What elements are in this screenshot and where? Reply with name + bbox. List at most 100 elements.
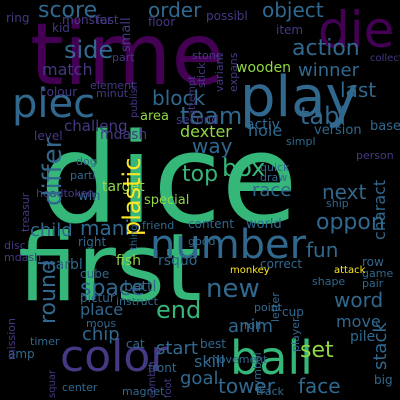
word-world: world <box>246 217 282 232</box>
word-simpl: simpl <box>286 135 316 148</box>
word-part: part <box>112 51 135 64</box>
word-face: face <box>298 374 341 398</box>
word-charact: charact <box>370 179 389 240</box>
word-cat: cat <box>126 337 145 351</box>
word-piece: piec <box>12 81 96 127</box>
word-space: space <box>80 276 145 301</box>
word-foot: foot <box>163 378 174 398</box>
word-center: center <box>62 381 98 394</box>
word-symbol: symbol <box>251 352 264 392</box>
word-attempt: attempt <box>187 75 198 116</box>
word-right: right <box>78 235 107 249</box>
word-letter: letter <box>269 292 282 322</box>
word-activ: activ <box>246 117 280 133</box>
word-headtoken: headtoken <box>36 187 95 200</box>
word-second: second <box>176 113 219 127</box>
word-best: best <box>200 337 226 351</box>
word-end: end <box>156 296 202 324</box>
word-kid: kid <box>52 21 70 35</box>
word-base: base <box>370 119 400 134</box>
word-score: score <box>38 0 98 23</box>
word-collect: collect <box>370 53 400 64</box>
word-differ: differ <box>38 137 68 206</box>
word-box: box <box>222 154 266 182</box>
word-floor: floor <box>148 15 176 29</box>
word-fast: fast <box>96 13 119 27</box>
word-block: block <box>152 86 206 110</box>
word-skill: skill <box>194 352 225 371</box>
word-disc: disc <box>4 239 26 252</box>
word-ship: ship <box>326 197 349 210</box>
word-table: tabl <box>300 102 347 130</box>
word-variant: variant <box>213 53 226 92</box>
word-cube: cube <box>80 267 110 281</box>
word-thing: thing <box>129 224 140 250</box>
word-mission: mission <box>5 318 18 360</box>
word-game: game <box>362 267 394 280</box>
word-point: point <box>254 301 283 314</box>
word-publish: publish <box>129 81 140 118</box>
word-cup: cup <box>282 305 304 319</box>
word-front: front <box>148 361 177 375</box>
word-colour: colour <box>40 85 78 99</box>
word-winner: winner <box>298 60 360 81</box>
word-magnet: magnet <box>122 385 165 398</box>
word-special: special <box>144 193 190 208</box>
word-child: child <box>30 220 73 241</box>
word-ring: ring <box>6 11 30 25</box>
word-good: good <box>188 235 216 248</box>
word-start: start <box>156 338 198 359</box>
word-time: time <box>30 5 225 105</box>
word-possibl: possibl <box>206 9 248 23</box>
word-fun: fun <box>306 238 339 262</box>
word-ball: ball <box>230 331 313 385</box>
word-element: element <box>90 79 136 92</box>
word-marbl: marbl <box>42 257 83 273</box>
word-first: first <box>18 214 202 323</box>
word-wooden: wooden <box>236 60 291 76</box>
word-place: place <box>80 300 124 319</box>
word-level: level <box>34 129 63 143</box>
word-chip: chip <box>82 324 120 345</box>
word-track: track <box>256 385 284 398</box>
word-mdash2: mdash <box>4 251 42 264</box>
word-round: round <box>36 260 61 324</box>
word-shape: shape <box>312 275 346 288</box>
word-way: way <box>192 134 233 158</box>
word-combin: combin <box>147 361 158 398</box>
word-instruct: instruct <box>116 295 158 308</box>
word-fish: fish <box>116 253 141 269</box>
word-squar: squar <box>47 369 58 398</box>
word-action: action <box>292 36 360 61</box>
word-small: small <box>119 17 134 52</box>
word-draw: draw <box>260 171 288 184</box>
word-correct: correct <box>260 257 303 271</box>
word-person: person <box>356 149 394 162</box>
word-last: last <box>340 78 377 102</box>
word-timer: timer <box>30 335 60 348</box>
word-dog: dog <box>76 155 97 168</box>
word-stack: stack <box>370 322 391 370</box>
word-win: win <box>78 189 101 204</box>
word-match: match <box>42 60 93 79</box>
word-goal: goal <box>180 368 219 389</box>
word-roll: roll <box>244 319 262 332</box>
word-die: die <box>318 1 395 59</box>
word-side: side <box>64 36 114 64</box>
word-order: order <box>148 0 202 22</box>
word-content: content <box>188 217 234 231</box>
word-big: big <box>374 373 393 387</box>
word-word: word <box>334 288 384 312</box>
word-top: top <box>182 162 219 187</box>
word-dexter: dexter <box>180 122 232 141</box>
word-area: area <box>140 109 169 124</box>
word-minut: minut <box>96 87 129 100</box>
word-monster: monster <box>62 13 112 27</box>
word-play: play <box>240 65 359 130</box>
word-everyon: player <box>289 317 302 352</box>
word-battl: battl <box>124 279 157 295</box>
word-row: row <box>362 255 384 269</box>
word-movement: movement <box>208 353 268 366</box>
word-amp: amp <box>8 347 35 361</box>
